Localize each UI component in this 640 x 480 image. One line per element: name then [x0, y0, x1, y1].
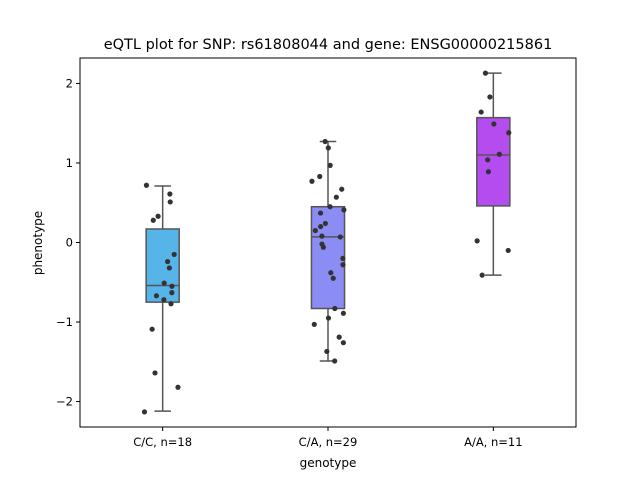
data-point: [325, 145, 331, 151]
y-tick-label: 1: [66, 156, 73, 170]
iqr-box: [145, 228, 180, 303]
y-tick-label: −2: [56, 395, 73, 409]
x-tick-label: C/A, n=29: [299, 435, 358, 449]
data-point: [141, 409, 148, 415]
data-point: [312, 227, 318, 234]
data-point: [506, 130, 512, 136]
x-axis-label: genotype: [300, 456, 357, 470]
data-point: [165, 258, 171, 265]
data-point: [478, 109, 484, 115]
data-point: [330, 275, 336, 281]
box-group-0: [141, 182, 181, 415]
data-point: [328, 270, 334, 276]
data-point: [322, 220, 328, 227]
data-point: [309, 178, 315, 184]
data-point: [175, 384, 181, 390]
data-point: [319, 233, 325, 239]
box-group-2: [474, 70, 512, 278]
data-point: [340, 340, 346, 346]
data-point: [161, 297, 167, 303]
data-point: [311, 321, 317, 328]
data-point: [161, 280, 167, 286]
data-point: [169, 283, 175, 289]
iqr-box: [310, 205, 346, 310]
data-point: [324, 348, 330, 355]
data-point: [333, 194, 339, 200]
data-point: [319, 241, 325, 247]
data-point: [487, 94, 493, 100]
data-point: [337, 234, 343, 240]
data-point: [322, 138, 328, 145]
y-tick-label: −1: [56, 315, 73, 329]
data-point: [149, 326, 155, 332]
iqr-box: [476, 116, 511, 207]
data-point: [491, 121, 497, 127]
data-point: [340, 262, 346, 268]
data-point: [340, 310, 346, 316]
data-point: [341, 207, 347, 213]
data-point: [143, 182, 150, 188]
data-point: [327, 204, 333, 210]
data-point: [485, 157, 491, 163]
data-point: [168, 301, 174, 307]
data-point: [317, 210, 324, 216]
data-point: [152, 370, 158, 376]
data-point: [155, 213, 161, 219]
data-point: [169, 290, 175, 296]
y-axis-label: phenotype: [31, 211, 45, 275]
data-point: [332, 358, 338, 364]
y-tick-label: 2: [66, 76, 73, 90]
x-tick-label: C/C, n=18: [133, 435, 192, 449]
data-point: [317, 173, 323, 180]
data-point: [482, 70, 489, 76]
x-tick-label: A/A, n=11: [464, 435, 522, 449]
data-point: [167, 191, 173, 197]
box-group-1: [309, 138, 347, 364]
data-point: [153, 293, 160, 299]
data-point: [496, 151, 502, 157]
data-point: [167, 199, 173, 205]
data-point: [166, 265, 172, 271]
data-point: [325, 315, 332, 321]
data-point: [505, 247, 511, 254]
data-point: [150, 217, 156, 223]
data-point: [171, 251, 177, 258]
y-tick-label: 0: [66, 236, 73, 250]
data-point: [332, 305, 338, 312]
data-point: [485, 169, 492, 175]
data-point: [318, 223, 324, 230]
chart-title: eQTL plot for SNP: rs61808044 and gene: …: [104, 37, 553, 53]
data-point: [340, 255, 346, 262]
data-point: [336, 334, 342, 340]
data-point: [479, 272, 485, 278]
data-point: [327, 162, 333, 168]
data-point: [474, 238, 480, 244]
data-point: [339, 186, 345, 192]
